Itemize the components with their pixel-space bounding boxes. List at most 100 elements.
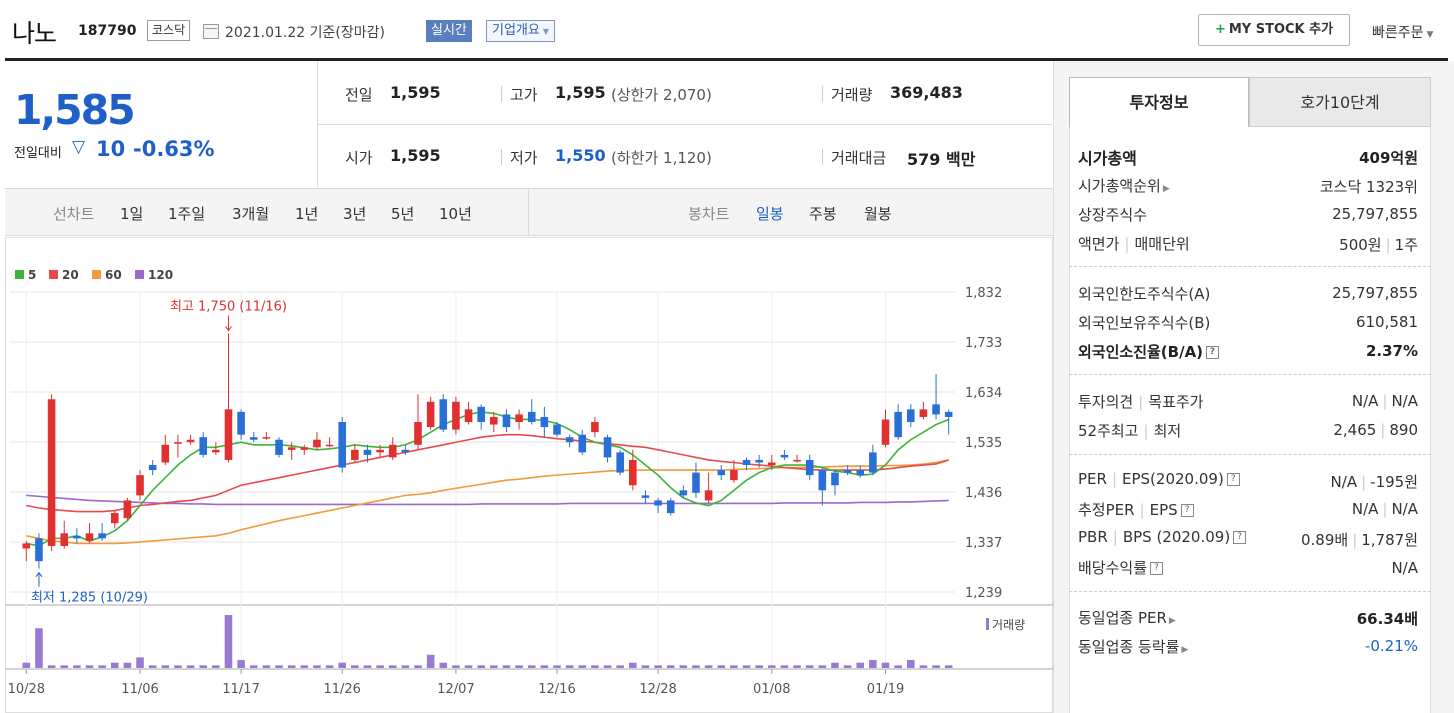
candle-body	[679, 490, 688, 496]
volume-bar	[881, 662, 890, 668]
change-value: 10	[96, 137, 126, 161]
market-cap-value: 409억원	[1359, 149, 1418, 167]
week52-low-value: 890	[1389, 421, 1418, 439]
period-10y[interactable]: 10년	[439, 205, 472, 223]
chevron-right-icon: ▶	[1181, 645, 1189, 655]
candle-body	[338, 422, 346, 468]
volume-bar	[148, 665, 157, 668]
volume-bar	[717, 665, 726, 668]
quick-order-button[interactable]: 빠른주문 ▼	[1372, 22, 1433, 42]
volume-bar	[60, 665, 69, 668]
separator: |	[1352, 531, 1358, 549]
volume-bar	[768, 665, 776, 668]
y-tick-label: 1,535	[965, 436, 1002, 451]
period-bar	[5, 188, 1053, 236]
candle-body	[742, 459, 751, 466]
volume-bar	[388, 665, 397, 668]
candle-body	[249, 437, 258, 440]
help-icon[interactable]: ?	[1150, 562, 1164, 575]
candle-body	[60, 533, 69, 546]
volume-bar	[123, 662, 132, 668]
candle-body	[287, 447, 296, 450]
period-1w[interactable]: 1주일	[168, 205, 206, 223]
candle-weekly[interactable]: 주봉	[809, 205, 837, 223]
volume-bar	[641, 665, 650, 668]
per-row: PER | EPS(2020.09)?	[1078, 470, 1240, 488]
period-1d[interactable]: 1일	[120, 205, 144, 223]
tab-order-book[interactable]: 호가10단계	[1249, 77, 1431, 127]
volume-bar	[856, 662, 865, 668]
volume-bar	[376, 665, 384, 668]
help-icon[interactable]: ?	[1233, 531, 1247, 544]
candle-body	[869, 452, 877, 473]
bps-label: BPS (2020.09)	[1122, 528, 1231, 546]
est-per-row: 추정PER | EPS?	[1078, 499, 1194, 520]
help-icon[interactable]: ?	[1226, 473, 1240, 486]
volume-bar	[136, 657, 144, 668]
x-tick-label: 12/16	[538, 682, 575, 697]
volume-bar	[755, 665, 763, 668]
company-overview-dropdown[interactable]: 기업개요 ▼	[486, 20, 555, 42]
mystock-add-button[interactable]: + MY STOCK 추가	[1198, 14, 1350, 46]
ma-line-20	[26, 433, 949, 513]
candle-body	[515, 414, 523, 423]
volume-bar	[161, 665, 170, 668]
foreign-holding-value: 610,581	[1355, 313, 1418, 331]
period-3m[interactable]: 3개월	[232, 205, 270, 223]
volume-bar	[22, 662, 31, 668]
candle-body	[944, 411, 953, 417]
volume-bar	[616, 665, 624, 668]
market-cap-rank-link[interactable]: 시가총액순위 ▶	[1078, 175, 1170, 196]
candlestick-chart[interactable]: 1,832 1,733 1,634 1,535 1,436 1,337 1,239 10/28…	[5, 237, 1053, 713]
x-tick-label: 11/06	[121, 682, 158, 697]
candle-body	[932, 404, 940, 415]
chevron-down-icon: ▼	[542, 27, 549, 36]
market-badge: 코스닥	[147, 20, 191, 41]
sector-change-link[interactable]: 동일업종 등락률 ▶	[1078, 636, 1188, 657]
candle-body	[578, 434, 587, 453]
foreign-ratio-row: 외국인소진율(B/A)?	[1078, 341, 1220, 362]
help-icon[interactable]: ?	[1180, 504, 1194, 517]
sector-per-link[interactable]: 동일업종 PER ▶	[1078, 607, 1176, 628]
pbr-values: 0.89배 | 1,787원	[1301, 529, 1418, 550]
candle-body	[199, 437, 207, 455]
open-value: 1,595	[390, 146, 441, 165]
base-date: 2021.01.22 기준(장마감)	[225, 25, 385, 41]
candle-daily[interactable]: 일봉	[756, 205, 784, 223]
volume-bar	[47, 665, 56, 668]
period-3y[interactable]: 3년	[343, 205, 367, 223]
week52-high-label: 52주최고	[1078, 422, 1139, 440]
volume-bar	[262, 665, 271, 668]
chevron-down-icon: ▼	[1426, 30, 1434, 40]
period-1y[interactable]: 1년	[295, 205, 319, 223]
prev-close-value: 1,595	[390, 83, 441, 102]
volume-bar	[818, 665, 827, 668]
period-5y[interactable]: 5년	[391, 205, 415, 223]
volume-bar	[540, 665, 549, 668]
help-icon[interactable]: ?	[1206, 346, 1220, 359]
chart-frame	[5, 237, 1053, 713]
ma-line-120	[26, 494, 949, 506]
volume-bar	[249, 665, 258, 668]
candle-monthly[interactable]: 월봉	[864, 205, 892, 223]
candle-body	[717, 470, 726, 476]
low-label: 저가	[510, 149, 538, 167]
line-chart-label: 선차트	[53, 205, 95, 223]
realtime-button[interactable]: 실시간	[426, 20, 472, 42]
legend-swatch	[92, 270, 101, 279]
tab-investment-info[interactable]: 투자정보	[1069, 77, 1249, 127]
par-value-value: 500원	[1339, 236, 1382, 254]
volume-bar	[477, 665, 485, 668]
candle-body	[919, 409, 928, 417]
foreign-ratio-value: 2.37%	[1365, 342, 1418, 360]
foreign-limit-value: 25,797,855	[1332, 284, 1418, 302]
y-tick-label: 1,337	[965, 536, 1002, 551]
est-eps-label: EPS	[1149, 501, 1178, 519]
ma-line-60	[26, 459, 949, 545]
foreign-holding-label: 외국인보유주식수(B)	[1078, 314, 1211, 332]
volume-bar	[363, 665, 372, 668]
x-tick-label: 10/28	[8, 682, 45, 697]
candle-body	[388, 444, 397, 458]
est-per-values: N/A | N/A	[1352, 500, 1418, 518]
candle-body	[313, 439, 321, 448]
